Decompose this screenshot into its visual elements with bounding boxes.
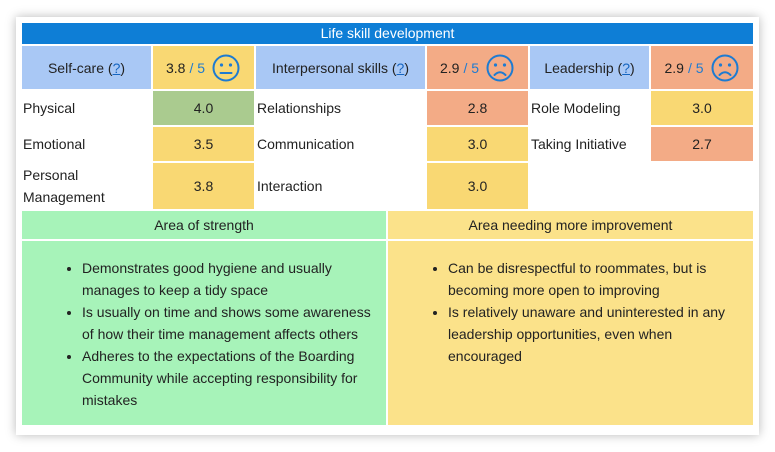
life-skill-card: Life skill development Self-care (?) 3.8… <box>16 17 759 435</box>
improvement-list: Can be disrespectful to roommates, but i… <box>388 241 753 367</box>
interpersonal-score-max: / 5 <box>463 59 480 76</box>
list-item: Is relatively unaware and uninterested i… <box>448 301 747 367</box>
row-label-taking-initiative: Taking Initiative <box>531 136 627 152</box>
improvement-heading: Area needing more improvement <box>388 211 753 239</box>
row-value-physical: 4.0 <box>153 91 254 125</box>
self-care-score-max: / 5 <box>189 59 206 76</box>
strength-list: Demonstrates good hygiene and usually ma… <box>22 241 386 411</box>
list-item: Adheres to the expectations of the Board… <box>82 345 380 411</box>
row-value-relationships: 2.8 <box>427 91 528 125</box>
row-value-personal-management: 3.8 <box>153 163 254 209</box>
improvement-panel: Can be disrespectful to roommates, but i… <box>388 241 753 425</box>
row-label-relationships: Relationships <box>257 100 342 116</box>
sad-face-icon <box>486 54 514 81</box>
leadership-help-link[interactable]: ? <box>622 59 630 76</box>
row-value-role-modeling: 3.0 <box>651 91 753 125</box>
strength-heading: Area of strength <box>22 211 386 239</box>
interpersonal-help-link[interactable]: ? <box>396 59 405 76</box>
interpersonal-header: Interpersonal skills (?) <box>256 46 425 89</box>
leadership-score-value: 2.9 <box>664 59 684 76</box>
interpersonal-score: 2.9 / 5 <box>427 46 528 89</box>
row-label-role-modeling: Role Modeling <box>531 100 621 116</box>
section-title: Life skill development <box>22 23 753 44</box>
leadership-header: Leadership (?) <box>530 46 649 89</box>
strength-panel: Demonstrates good hygiene and usually ma… <box>22 241 386 425</box>
self-care-score-value: 3.8 <box>165 59 186 76</box>
row-value-communication: 3.0 <box>427 127 528 161</box>
row-value-interaction: 3.0 <box>427 163 528 209</box>
row-value-emotional: 3.5 <box>153 127 254 161</box>
self-care-score: 3.8 / 5 <box>153 46 254 89</box>
row-label-personal-management: Personal Management <box>23 167 105 205</box>
interpersonal-label: Interpersonal skills <box>272 59 388 76</box>
leadership-score-max: / 5 <box>687 59 704 76</box>
row-label-emotional: Emotional <box>23 136 86 152</box>
row-label-interaction: Interaction <box>257 178 323 194</box>
self-care-help-link[interactable]: ? <box>112 59 121 76</box>
self-care-label: Self-care <box>47 59 104 76</box>
row-label-communication: Communication <box>257 136 355 152</box>
neutral-face-icon <box>212 54 240 81</box>
leadership-score: 2.9 / 5 <box>651 46 753 89</box>
row-label-physical: Physical <box>23 100 76 116</box>
leadership-label: Leadership <box>544 59 614 76</box>
list-item: Is usually on time and shows some awaren… <box>82 301 380 345</box>
self-care-header: Self-care (?) <box>22 46 151 89</box>
list-item: Can be disrespectful to roommates, but i… <box>448 257 747 301</box>
row-value-taking-initiative: 2.7 <box>651 127 753 161</box>
list-item: Demonstrates good hygiene and usually ma… <box>82 257 380 301</box>
sad-face-icon <box>711 54 739 81</box>
interpersonal-score-value: 2.9 <box>439 59 460 76</box>
